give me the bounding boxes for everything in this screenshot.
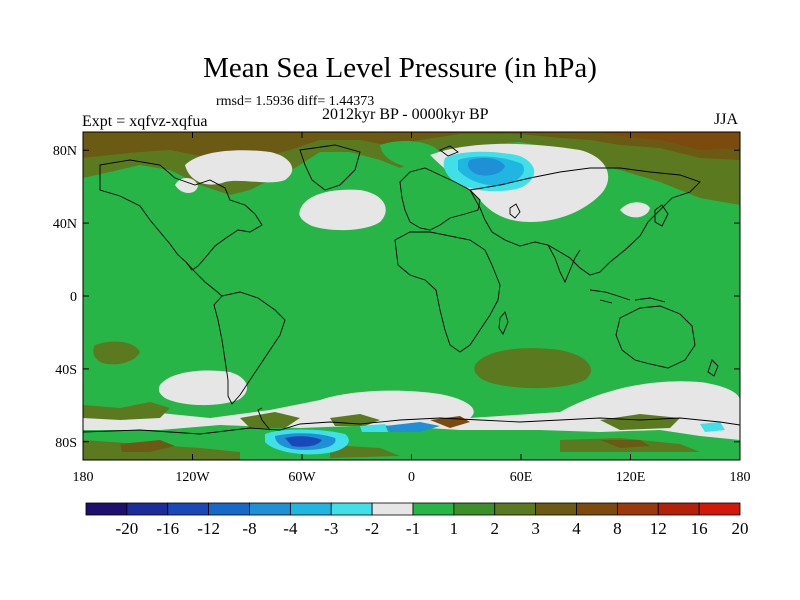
colorbar-label: -3 bbox=[324, 519, 338, 538]
time-period-subtitle: 2012kyr BP - 0000kyr BP bbox=[322, 106, 489, 123]
coast-greenland bbox=[299, 144, 361, 191]
colorbar-label: -1 bbox=[406, 519, 420, 538]
north-atlantic-near-zero bbox=[299, 189, 386, 231]
axis-ticks: 80N 40N 0 40S 80S 180 120W 60W 0 60E 120E 180 bbox=[53, 132, 751, 485]
colorbar-label: -8 bbox=[242, 519, 256, 538]
coast-south-america bbox=[213, 291, 286, 405]
colorbar-swatch bbox=[698, 502, 741, 516]
coast-madagascar bbox=[498, 311, 509, 335]
colorbar-label: 3 bbox=[531, 519, 540, 538]
colorbar-swatch bbox=[85, 502, 128, 516]
colorbar-swatch bbox=[126, 502, 169, 516]
coast-japan bbox=[654, 204, 669, 227]
colorbar-swatch bbox=[576, 502, 618, 516]
coast-new-zealand bbox=[707, 359, 719, 377]
colorbar-swatch bbox=[289, 502, 332, 516]
colorbar-swatch bbox=[371, 502, 414, 516]
lon-tick-label: 60E bbox=[510, 470, 533, 485]
colorbar-label: 12 bbox=[650, 519, 667, 538]
ross-sea-negative bbox=[385, 422, 440, 432]
lon-tick-label: 60W bbox=[288, 470, 316, 485]
coast-india bbox=[547, 244, 581, 284]
barents-low-core bbox=[468, 158, 505, 176]
lon-tick-label: 180 bbox=[73, 470, 94, 485]
coast-europe bbox=[399, 167, 481, 231]
coast-asia bbox=[469, 167, 701, 276]
coast-central-america bbox=[185, 261, 223, 297]
coastlines bbox=[83, 144, 740, 435]
plot-title: Mean Sea Level Pressure (in hPa) bbox=[203, 52, 597, 84]
colorbar-label: 4 bbox=[572, 519, 581, 538]
lon-tick-label: 180 bbox=[730, 470, 751, 485]
lat-tick-label: 40N bbox=[53, 217, 77, 232]
west-pacific-near-zero bbox=[620, 202, 650, 218]
lon-tick-label: 120W bbox=[175, 470, 210, 485]
colorbar-label: -20 bbox=[116, 519, 139, 538]
antarctic-positive-band bbox=[83, 438, 700, 460]
colorbar-label: -16 bbox=[156, 519, 179, 538]
lat-tick-label: 0 bbox=[70, 290, 77, 305]
canada-near-zero bbox=[175, 177, 198, 193]
colorbar-swatch bbox=[330, 502, 373, 516]
colorbar-swatch bbox=[167, 502, 210, 516]
colorbar-swatch bbox=[535, 502, 577, 516]
colorbar-label: 2 bbox=[491, 519, 500, 538]
coast-indonesia bbox=[589, 289, 666, 304]
south-america-positive bbox=[93, 341, 140, 365]
colorbar-label: 1 bbox=[450, 519, 459, 538]
colorbar-label: 8 bbox=[613, 519, 622, 538]
colorbar-label: -12 bbox=[197, 519, 220, 538]
south-pacific-near-zero bbox=[158, 370, 248, 406]
coast-north-america bbox=[99, 159, 263, 271]
colorbar-label: 20 bbox=[732, 519, 749, 538]
colorbar-swatch bbox=[453, 502, 496, 516]
rmsd-diff-stats: rmsd= 1.5936 diff= 1.44373 bbox=[216, 94, 375, 109]
colorbar-swatch bbox=[208, 502, 250, 516]
colorbar-swatch bbox=[494, 502, 537, 516]
colorbar-swatch bbox=[412, 502, 455, 516]
coast-svalbard bbox=[439, 145, 459, 157]
lon-tick-label: 0 bbox=[408, 470, 415, 485]
coast-caspian-sea bbox=[509, 203, 521, 219]
lat-tick-label: 40S bbox=[55, 363, 77, 378]
colorbar-swatch bbox=[657, 502, 700, 516]
southern-ocean-positive-band bbox=[83, 402, 680, 430]
colorbar-swatch bbox=[249, 502, 291, 516]
lat-tick-label: 80S bbox=[55, 436, 77, 451]
coast-australia bbox=[615, 305, 696, 369]
map-field bbox=[83, 132, 740, 460]
coast-africa bbox=[394, 231, 501, 353]
coast-antarctic-peninsula bbox=[257, 407, 271, 431]
colorbar-label: -2 bbox=[365, 519, 379, 538]
colorbar-label: 16 bbox=[691, 519, 708, 538]
colorbar-label: -4 bbox=[283, 519, 298, 538]
lon-tick-label: 120E bbox=[616, 470, 646, 485]
colorbar: -20 -16 -12 -8 -4 -3 -2 -1 1 2 3 4 8 12 16 20 bbox=[85, 502, 749, 538]
experiment-label: Expt = xqfvz-xqfua bbox=[82, 113, 208, 130]
antarctic-low-core bbox=[285, 436, 322, 447]
colorbar-swatch bbox=[616, 502, 659, 516]
south-indian-ocean-positive bbox=[474, 348, 592, 389]
north-america-greenland-mix bbox=[185, 150, 293, 185]
season-label: JJA bbox=[714, 111, 739, 128]
arctic-peak-band bbox=[600, 132, 740, 150]
lat-tick-label: 80N bbox=[53, 144, 77, 159]
greenland-green-patch bbox=[380, 140, 440, 169]
coast-antarctica bbox=[83, 417, 740, 435]
